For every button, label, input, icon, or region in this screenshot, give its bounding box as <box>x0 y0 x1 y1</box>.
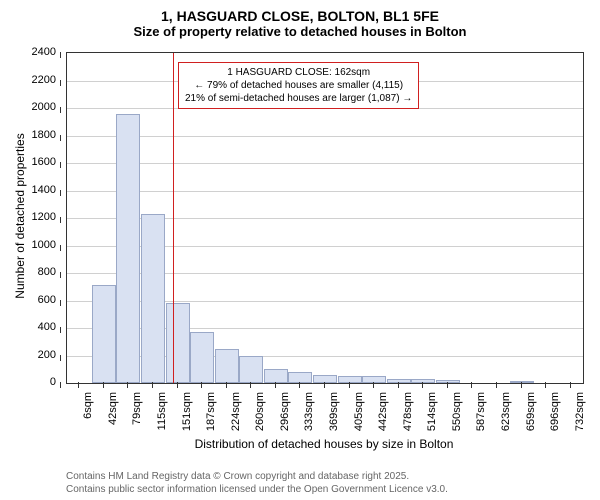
x-tick-label: 623sqm <box>500 392 512 440</box>
y-tick <box>60 52 61 58</box>
y-tick <box>60 107 61 113</box>
y-tick-label: 2400 <box>0 46 56 58</box>
annotation-line-2: ← 79% of detached houses are smaller (4,… <box>185 79 412 92</box>
y-tick-label: 2000 <box>0 101 56 113</box>
y-tick-label: 600 <box>0 294 56 306</box>
histogram-bar <box>436 380 460 383</box>
x-tick-label: 260sqm <box>254 392 266 440</box>
x-tick-label: 296sqm <box>279 392 291 440</box>
x-tick <box>250 382 251 388</box>
x-tick <box>447 382 448 388</box>
x-tick <box>545 382 546 388</box>
y-tick <box>60 382 61 388</box>
x-tick <box>373 382 374 388</box>
histogram-bar <box>239 356 263 384</box>
annotation-box: 1 HASGUARD CLOSE: 162sqm ← 79% of detach… <box>178 62 419 109</box>
x-tick <box>299 382 300 388</box>
annotation-line-3: 21% of semi-detached houses are larger (… <box>185 92 412 105</box>
x-tick-label: 115sqm <box>156 392 168 440</box>
x-tick-label: 79sqm <box>131 392 143 440</box>
chart-container: 1, HASGUARD CLOSE, BOLTON, BL1 5FE Size … <box>0 0 600 500</box>
grid-line <box>67 136 583 137</box>
y-tick <box>60 80 61 86</box>
x-tick-label: 659sqm <box>525 392 537 440</box>
x-tick-label: 187sqm <box>205 392 217 440</box>
x-tick-label: 151sqm <box>181 392 193 440</box>
footer-line-2: Contains public sector information licen… <box>66 483 448 496</box>
x-tick-label: 224sqm <box>230 392 242 440</box>
histogram-bar <box>264 369 288 383</box>
histogram-bar <box>338 376 362 383</box>
grid-line <box>67 163 583 164</box>
x-tick-label: 42sqm <box>107 392 119 440</box>
y-tick-label: 1800 <box>0 129 56 141</box>
y-tick-label: 1600 <box>0 156 56 168</box>
x-tick-label: 587sqm <box>475 392 487 440</box>
y-tick-label: 1000 <box>0 239 56 251</box>
y-tick <box>60 162 61 168</box>
y-tick <box>60 135 61 141</box>
histogram-bar <box>215 349 239 383</box>
histogram-bar <box>166 303 190 383</box>
x-tick <box>570 382 571 388</box>
footer-text: Contains HM Land Registry data © Crown c… <box>66 470 448 496</box>
y-tick <box>60 327 61 333</box>
chart-title: 1, HASGUARD CLOSE, BOLTON, BL1 5FE <box>0 0 600 24</box>
x-tick <box>496 382 497 388</box>
x-tick-label: 478sqm <box>402 392 414 440</box>
footer-line-1: Contains HM Land Registry data © Crown c… <box>66 470 448 483</box>
x-tick <box>127 382 128 388</box>
y-tick <box>60 245 61 251</box>
x-tick-label: 369sqm <box>328 392 340 440</box>
histogram-bar <box>510 381 534 383</box>
x-tick <box>275 382 276 388</box>
x-tick <box>349 382 350 388</box>
x-tick <box>422 382 423 388</box>
y-tick <box>60 300 61 306</box>
x-tick <box>78 382 79 388</box>
x-tick <box>103 382 104 388</box>
x-tick <box>521 382 522 388</box>
y-tick-label: 1400 <box>0 184 56 196</box>
x-tick <box>152 382 153 388</box>
y-tick-label: 0 <box>0 376 56 388</box>
x-tick-label: 514sqm <box>426 392 438 440</box>
x-tick-label: 442sqm <box>377 392 389 440</box>
grid-line <box>67 191 583 192</box>
x-tick <box>398 382 399 388</box>
x-tick-label: 550sqm <box>451 392 463 440</box>
annotation-line-1: 1 HASGUARD CLOSE: 162sqm <box>185 66 412 79</box>
x-tick-label: 6sqm <box>82 392 94 440</box>
x-tick-label: 405sqm <box>353 392 365 440</box>
x-tick-label: 732sqm <box>574 392 586 440</box>
y-tick <box>60 355 61 361</box>
histogram-bar <box>116 114 140 384</box>
x-tick <box>226 382 227 388</box>
reference-line <box>173 53 174 383</box>
x-tick <box>177 382 178 388</box>
histogram-bar <box>92 285 116 383</box>
y-tick <box>60 217 61 223</box>
y-tick <box>60 190 61 196</box>
x-tick <box>324 382 325 388</box>
y-tick-label: 400 <box>0 321 56 333</box>
x-tick-label: 696sqm <box>549 392 561 440</box>
y-tick <box>60 272 61 278</box>
x-tick-label: 333sqm <box>303 392 315 440</box>
y-tick-label: 800 <box>0 266 56 278</box>
histogram-bar <box>190 332 214 383</box>
y-tick-label: 2200 <box>0 74 56 86</box>
x-tick <box>471 382 472 388</box>
y-tick-label: 200 <box>0 349 56 361</box>
x-tick <box>201 382 202 388</box>
chart-subtitle: Size of property relative to detached ho… <box>0 24 600 39</box>
y-tick-label: 1200 <box>0 211 56 223</box>
histogram-bar <box>387 379 411 383</box>
histogram-bar <box>141 214 165 383</box>
